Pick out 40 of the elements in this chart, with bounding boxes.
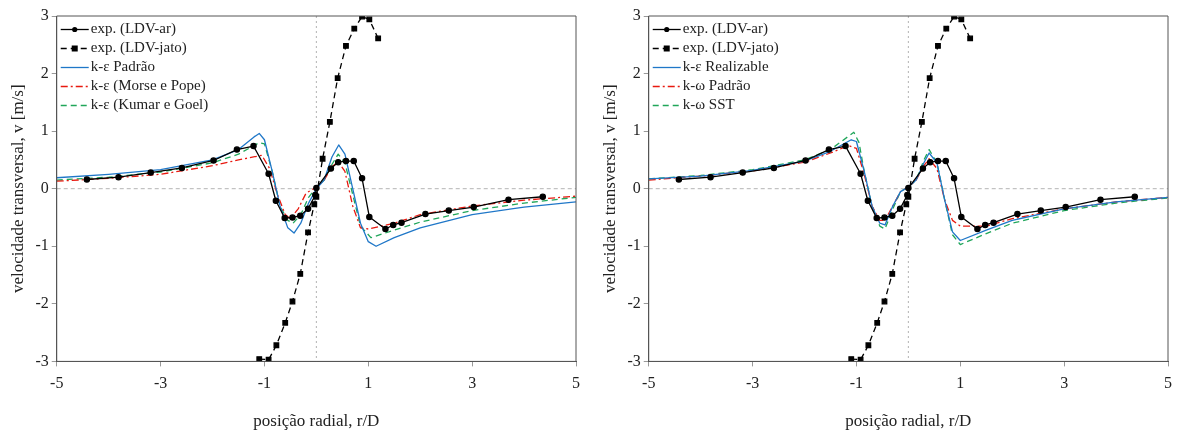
legend-label: k-ε (Morse e Pope) <box>90 77 206 95</box>
x-tick-label: -5 <box>642 374 656 392</box>
y-tick-label: 1 <box>40 121 49 139</box>
y-tick-label: 3 <box>40 6 49 24</box>
y-tick-label: -2 <box>627 294 641 312</box>
x-tick-label: -5 <box>50 374 64 392</box>
x-tick-label: -3 <box>745 374 760 392</box>
legend-label: exp. (LDV-ar) <box>90 20 176 38</box>
x-tick-label: 3 <box>468 374 477 392</box>
x-tick-label: -1 <box>849 374 864 392</box>
y-axis-title: velocidade transversal, v [m/s] <box>7 84 27 294</box>
x-axis-title: posição radial, r/D <box>253 411 380 431</box>
x-tick-label: 1 <box>364 374 373 392</box>
x-tick-label: -1 <box>257 374 272 392</box>
y-tick-label: 0 <box>40 178 49 196</box>
x-tick-label: 5 <box>572 374 580 392</box>
y-tick-label: 2 <box>40 63 49 81</box>
legend-label: exp. (LDV-jato) <box>682 39 779 57</box>
y-tick-label: 2 <box>632 63 641 81</box>
y-axis-title: velocidade transversal, v [m/s] <box>599 84 619 294</box>
y-tick-label: -3 <box>35 351 49 369</box>
y-tick-label: -1 <box>35 236 49 254</box>
legend-label: k-ε (Kumar e Goel) <box>90 96 209 114</box>
y-tick-label: -2 <box>35 294 49 312</box>
y-tick-label: -3 <box>627 351 641 369</box>
legend-label: exp. (LDV-ar) <box>682 20 768 38</box>
x-axis-title: posição radial, r/D <box>845 411 972 431</box>
y-tick-label: 1 <box>632 121 641 139</box>
x-tick-label: 1 <box>956 374 965 392</box>
x-tick-label: -3 <box>153 374 168 392</box>
legend-label: exp. (LDV-jato) <box>90 39 187 57</box>
legend-label: k-ω Padrão <box>682 77 751 94</box>
legend-label: k-ε Realizable <box>682 58 769 75</box>
legend-label: k-ε Padrão <box>90 58 155 75</box>
y-tick-label: 3 <box>632 6 641 24</box>
legend-label: k-ω SST <box>682 96 735 113</box>
x-tick-label: 3 <box>1060 374 1069 392</box>
y-tick-label: -1 <box>627 236 641 254</box>
y-tick-label: 0 <box>632 178 641 196</box>
x-tick-label: 5 <box>1164 374 1172 392</box>
